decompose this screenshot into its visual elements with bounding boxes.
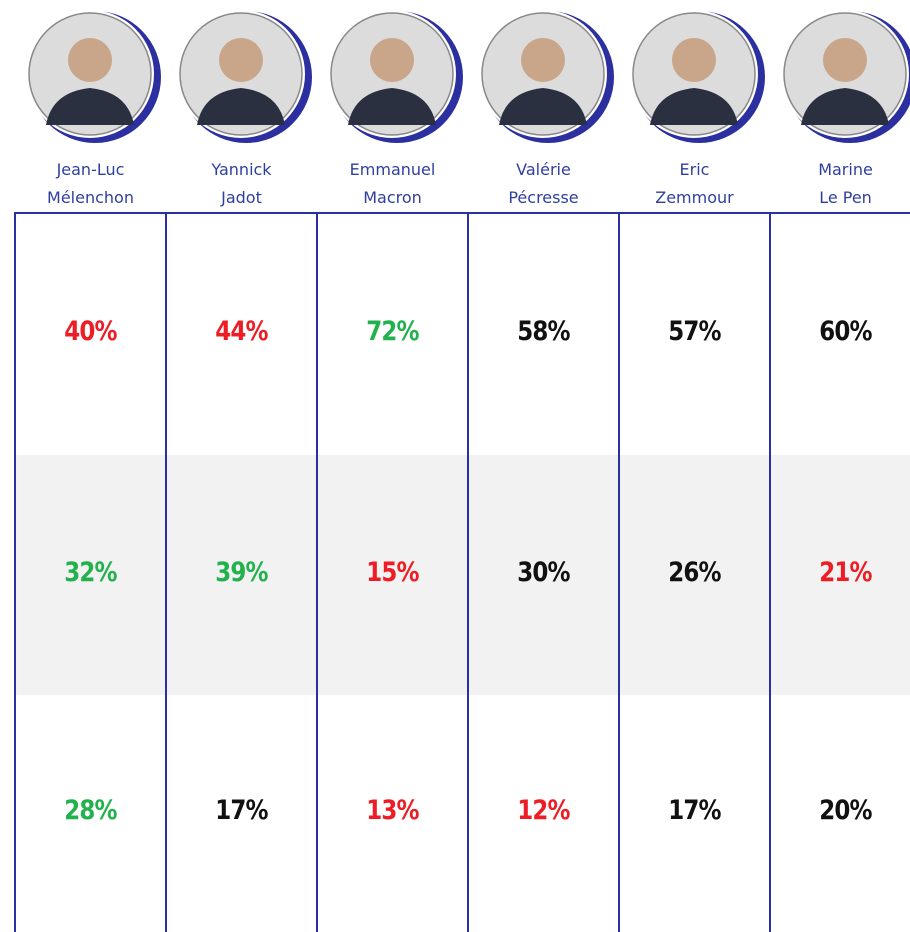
- percentage-cell: 12%: [479, 795, 607, 826]
- percentage-cell: 13%: [328, 795, 456, 826]
- candidate-name: Marine: [770, 156, 910, 184]
- candidate-photo: [771, 0, 910, 150]
- table-border: [15, 212, 910, 214]
- candidate-name: Emmanuel: [317, 156, 468, 184]
- percentage-cell: 39%: [177, 557, 305, 588]
- candidate-photo: [620, 0, 770, 150]
- percentage-cell: 72%: [328, 316, 456, 347]
- column-border: [165, 212, 167, 932]
- percentage-cell: 17%: [177, 795, 305, 826]
- percentage-cell: 26%: [630, 557, 758, 588]
- percentage-cell: 28%: [26, 795, 154, 826]
- candidate-name: Valérie: [468, 156, 619, 184]
- percentage-cell: 60%: [781, 316, 909, 347]
- candidate-photo: [167, 0, 317, 150]
- candidate-photo: [16, 0, 166, 150]
- column-border: [316, 212, 318, 932]
- candidate-name: Jadot: [166, 184, 317, 212]
- candidate-name: Zemmour: [619, 184, 770, 212]
- percentage-cell: 57%: [630, 316, 758, 347]
- percentage-cell: 32%: [26, 557, 154, 588]
- infographic: Jean-LucMélenchonYannickJadotEmmanuelMac…: [0, 0, 910, 932]
- candidate-photo: [469, 0, 619, 150]
- candidate-name: Macron: [317, 184, 468, 212]
- percentage-cell: 44%: [177, 316, 305, 347]
- candidate-name: Pécresse: [468, 184, 619, 212]
- percentage-cell: 30%: [479, 557, 607, 588]
- candidate-name: Jean-Luc: [15, 156, 166, 184]
- percentage-cell: 40%: [26, 316, 154, 347]
- candidate-photo: [318, 0, 468, 150]
- column-border: [769, 212, 771, 932]
- column-border: [467, 212, 469, 932]
- percentage-cell: 58%: [479, 316, 607, 347]
- candidate-name: Yannick: [166, 156, 317, 184]
- percentage-cell: 17%: [630, 795, 758, 826]
- percentage-cell: 15%: [328, 557, 456, 588]
- column-border: [618, 212, 620, 932]
- percentage-cell: 20%: [781, 795, 909, 826]
- candidate-name: Eric: [619, 156, 770, 184]
- column-border: [14, 212, 16, 932]
- percentage-cell: 21%: [781, 557, 909, 588]
- candidate-name: Le Pen: [770, 184, 910, 212]
- candidate-name: Mélenchon: [15, 184, 166, 212]
